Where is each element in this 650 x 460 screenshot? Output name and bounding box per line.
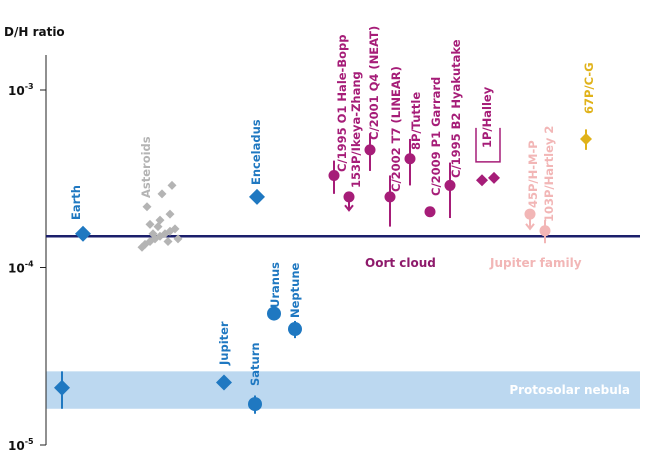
label-45p-h-m-p: 45P/H-M-P	[526, 140, 540, 208]
y-tick-label: 10-3	[8, 82, 34, 98]
saturn-point	[248, 397, 262, 412]
jupiter-point	[216, 374, 232, 391]
enceladus-point	[249, 188, 265, 205]
group-labels-layer: Oort cloud Jupiter family	[365, 256, 582, 270]
153p-ikeya-zhang-upper-limit-arrow	[344, 204, 354, 212]
asteroid-point	[167, 180, 177, 190]
band-label: Protosolar nebula	[509, 383, 630, 397]
label-c-2009-p1-garrard: C/2009 P1 Garrard	[429, 77, 443, 196]
label-1p-halley: 1P/Halley	[480, 86, 494, 148]
asteroid-point	[153, 222, 163, 232]
group-label-jupiter-family: Jupiter family	[489, 256, 582, 270]
asteroid-point	[157, 189, 167, 199]
c-2009-p1-garrard-point	[424, 206, 436, 218]
label-asteroids: Asteroids	[139, 136, 153, 198]
asteroid-point	[137, 242, 147, 252]
c-1995-b2-hyakutake-point	[444, 179, 456, 191]
label-c-1995-b2-hyakutake: C/1995 B2 Hyakutake	[449, 39, 463, 178]
neptune-point	[288, 322, 302, 337]
45p-h-m-p-point	[524, 208, 536, 220]
y-tick-label: 10-5	[8, 437, 34, 453]
group-label-oort-cloud: Oort cloud	[365, 256, 436, 270]
label-8p-tuttle: 8P/Tuttle	[409, 92, 423, 150]
45p-h-m-p-upper-limit-arrow	[525, 223, 535, 231]
asteroid-point	[173, 234, 183, 244]
earth-point	[75, 225, 91, 242]
103p-hartley-2-point	[539, 225, 551, 237]
asteroid-point	[145, 219, 155, 229]
label-enceladus: Enceladus	[249, 119, 263, 185]
halley-point	[476, 174, 488, 187]
label-153p-ikeya-zhang: 153P/Ikeya-Zhang	[349, 71, 363, 188]
protosolar-band	[46, 371, 640, 409]
label-c-2002-t7-linear: C/2002 T7 (LINEAR)	[389, 66, 403, 192]
label-jupiter: Jupiter	[217, 321, 231, 366]
asteroid-point	[170, 224, 180, 234]
label-earth: Earth	[69, 185, 83, 220]
protosolar-point	[54, 379, 70, 396]
c-2002-t7-linear-point	[384, 191, 396, 203]
label-c-1995-o1-hale-bopp: C/1995 O1 Hale-Bopp	[335, 35, 349, 172]
asteroid-point	[165, 209, 175, 219]
c-2001-q4-neat-point	[364, 144, 376, 156]
halley-bracket	[475, 127, 501, 163]
asteroid-point	[163, 237, 173, 247]
8p-tuttle-point	[404, 153, 416, 165]
halley-point	[488, 171, 500, 184]
marks-layer	[54, 127, 592, 414]
label-saturn: Saturn	[248, 342, 262, 386]
label-neptune: Neptune	[288, 262, 302, 318]
bands-layer: Protosolar nebula	[46, 371, 640, 409]
asteroid-point	[148, 229, 158, 239]
y-tick-label: 10-4	[8, 260, 34, 276]
point-labels-layer: Earth Asteroids Enceladus Jupiter Saturn Uran…	[69, 26, 596, 386]
y-axis-label: D/H ratio	[4, 25, 65, 39]
asteroid-point	[155, 215, 165, 225]
uranus-point	[267, 306, 281, 321]
153p-ikeya-zhang-point	[343, 191, 355, 203]
c-1995-o1-hale-bopp-point	[328, 169, 340, 181]
label-c-2001-q4-neat: C/2001 Q4 (NEAT)	[367, 26, 381, 140]
axes-layer: D/H ratio	[4, 25, 65, 445]
label-67p-c-g: 67P/C-G	[582, 62, 596, 114]
label-uranus: Uranus	[268, 262, 282, 308]
67p-c-g-point	[580, 132, 592, 145]
y-ticks-layer: 10-3 10-4 10-5	[8, 82, 46, 453]
asteroid-point	[142, 202, 152, 212]
label-103p-hartley-2: 103P/Hartley 2	[542, 126, 556, 222]
